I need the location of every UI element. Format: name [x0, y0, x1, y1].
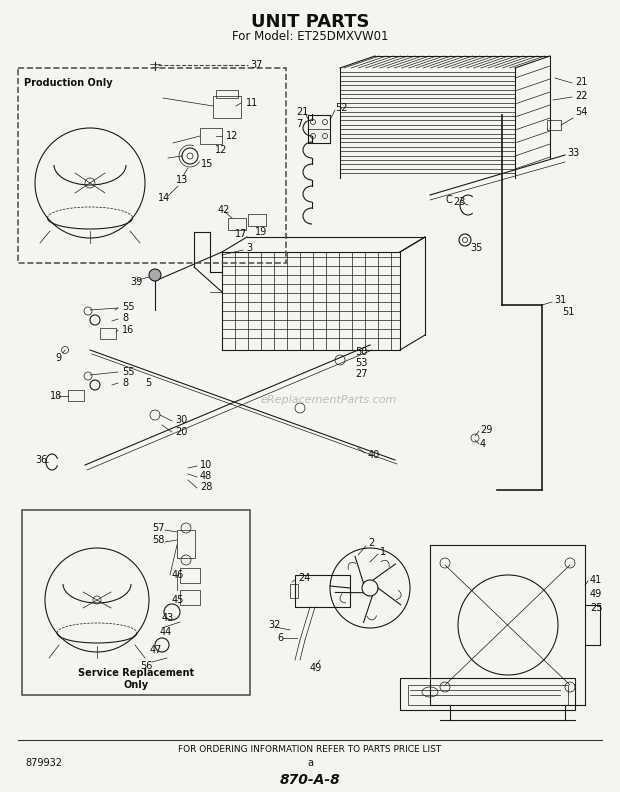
Bar — [216, 90, 238, 98]
Text: 21: 21 — [296, 107, 308, 117]
Text: 20: 20 — [175, 427, 187, 437]
Text: 40: 40 — [368, 450, 380, 460]
Bar — [22, 510, 250, 695]
Text: 44: 44 — [160, 627, 172, 637]
Text: 5: 5 — [145, 378, 151, 388]
Text: 4: 4 — [480, 439, 486, 449]
Bar — [180, 590, 200, 605]
Text: 23: 23 — [453, 197, 466, 207]
Bar — [228, 218, 246, 230]
Text: For Model: ET25DMXVW01: For Model: ET25DMXVW01 — [232, 31, 388, 44]
Text: 49: 49 — [590, 589, 602, 599]
Text: 25: 25 — [590, 603, 603, 613]
Text: 56: 56 — [140, 661, 153, 671]
Text: 54: 54 — [575, 107, 587, 117]
Bar — [18, 68, 286, 263]
Text: 3: 3 — [246, 243, 252, 253]
Text: 7: 7 — [296, 119, 303, 129]
Text: 42: 42 — [218, 205, 231, 215]
Text: 9: 9 — [55, 353, 61, 363]
Text: 33: 33 — [567, 148, 579, 158]
Text: 12: 12 — [226, 131, 238, 141]
Text: 58: 58 — [152, 535, 164, 545]
Text: 8: 8 — [122, 313, 128, 323]
Text: 50: 50 — [355, 347, 368, 357]
Text: 51: 51 — [562, 307, 574, 317]
Text: UNIT PARTS: UNIT PARTS — [250, 13, 370, 31]
Text: Production Only: Production Only — [24, 78, 113, 88]
Text: 41: 41 — [590, 575, 602, 585]
Text: 6: 6 — [277, 633, 283, 643]
Text: 52: 52 — [335, 103, 347, 113]
Text: 49: 49 — [310, 663, 322, 673]
Text: 11: 11 — [246, 98, 259, 108]
Text: 18: 18 — [50, 391, 62, 401]
Text: eReplacementParts.com: eReplacementParts.com — [260, 395, 396, 405]
Text: 45: 45 — [172, 595, 184, 605]
Bar — [180, 568, 200, 583]
Text: 37: 37 — [250, 60, 262, 70]
Text: 29: 29 — [480, 425, 492, 435]
Text: 53: 53 — [355, 358, 368, 368]
Bar — [177, 530, 195, 558]
Text: 24: 24 — [298, 573, 311, 583]
Text: 879932: 879932 — [25, 758, 62, 768]
Text: 46: 46 — [172, 570, 184, 580]
Text: 870-A-8: 870-A-8 — [280, 773, 340, 787]
Text: 48: 48 — [200, 471, 212, 481]
Text: 35: 35 — [470, 243, 482, 253]
Text: 28: 28 — [200, 482, 213, 492]
Text: 15: 15 — [201, 159, 213, 169]
Bar — [295, 575, 350, 607]
Bar — [400, 678, 575, 710]
Text: 19: 19 — [255, 227, 267, 237]
Text: Only: Only — [123, 680, 149, 690]
Bar — [100, 328, 116, 339]
Text: 22: 22 — [575, 91, 588, 101]
Text: 27: 27 — [355, 369, 368, 379]
Text: 39: 39 — [130, 277, 142, 287]
Text: 1: 1 — [380, 547, 386, 557]
Text: 57: 57 — [152, 523, 164, 533]
Text: 43: 43 — [162, 613, 174, 623]
Text: 2: 2 — [368, 538, 374, 548]
Text: C: C — [445, 195, 452, 205]
Bar — [547, 120, 561, 130]
Text: 13: 13 — [176, 175, 188, 185]
Text: 16: 16 — [122, 325, 135, 335]
Text: 17: 17 — [235, 229, 247, 239]
Bar — [290, 584, 298, 598]
Text: 31: 31 — [554, 295, 566, 305]
Text: 36: 36 — [35, 455, 47, 465]
Bar — [213, 96, 241, 118]
Text: 55: 55 — [122, 302, 135, 312]
Text: 8: 8 — [122, 378, 128, 388]
Bar — [200, 128, 222, 144]
Text: a: a — [307, 758, 313, 768]
Text: 14: 14 — [158, 193, 170, 203]
Text: 30: 30 — [175, 415, 187, 425]
Bar — [248, 214, 266, 226]
Text: 12: 12 — [215, 145, 228, 155]
Text: 10: 10 — [200, 460, 212, 470]
Bar — [408, 685, 568, 705]
Text: 32: 32 — [268, 620, 280, 630]
Text: 55: 55 — [122, 367, 135, 377]
Text: 21: 21 — [575, 77, 587, 87]
Bar — [68, 390, 84, 401]
Text: 47: 47 — [150, 645, 162, 655]
Text: Service Replacement: Service Replacement — [78, 668, 194, 678]
Text: FOR ORDERING INFORMATION REFER TO PARTS PRICE LIST: FOR ORDERING INFORMATION REFER TO PARTS … — [179, 745, 441, 755]
Circle shape — [149, 269, 161, 281]
